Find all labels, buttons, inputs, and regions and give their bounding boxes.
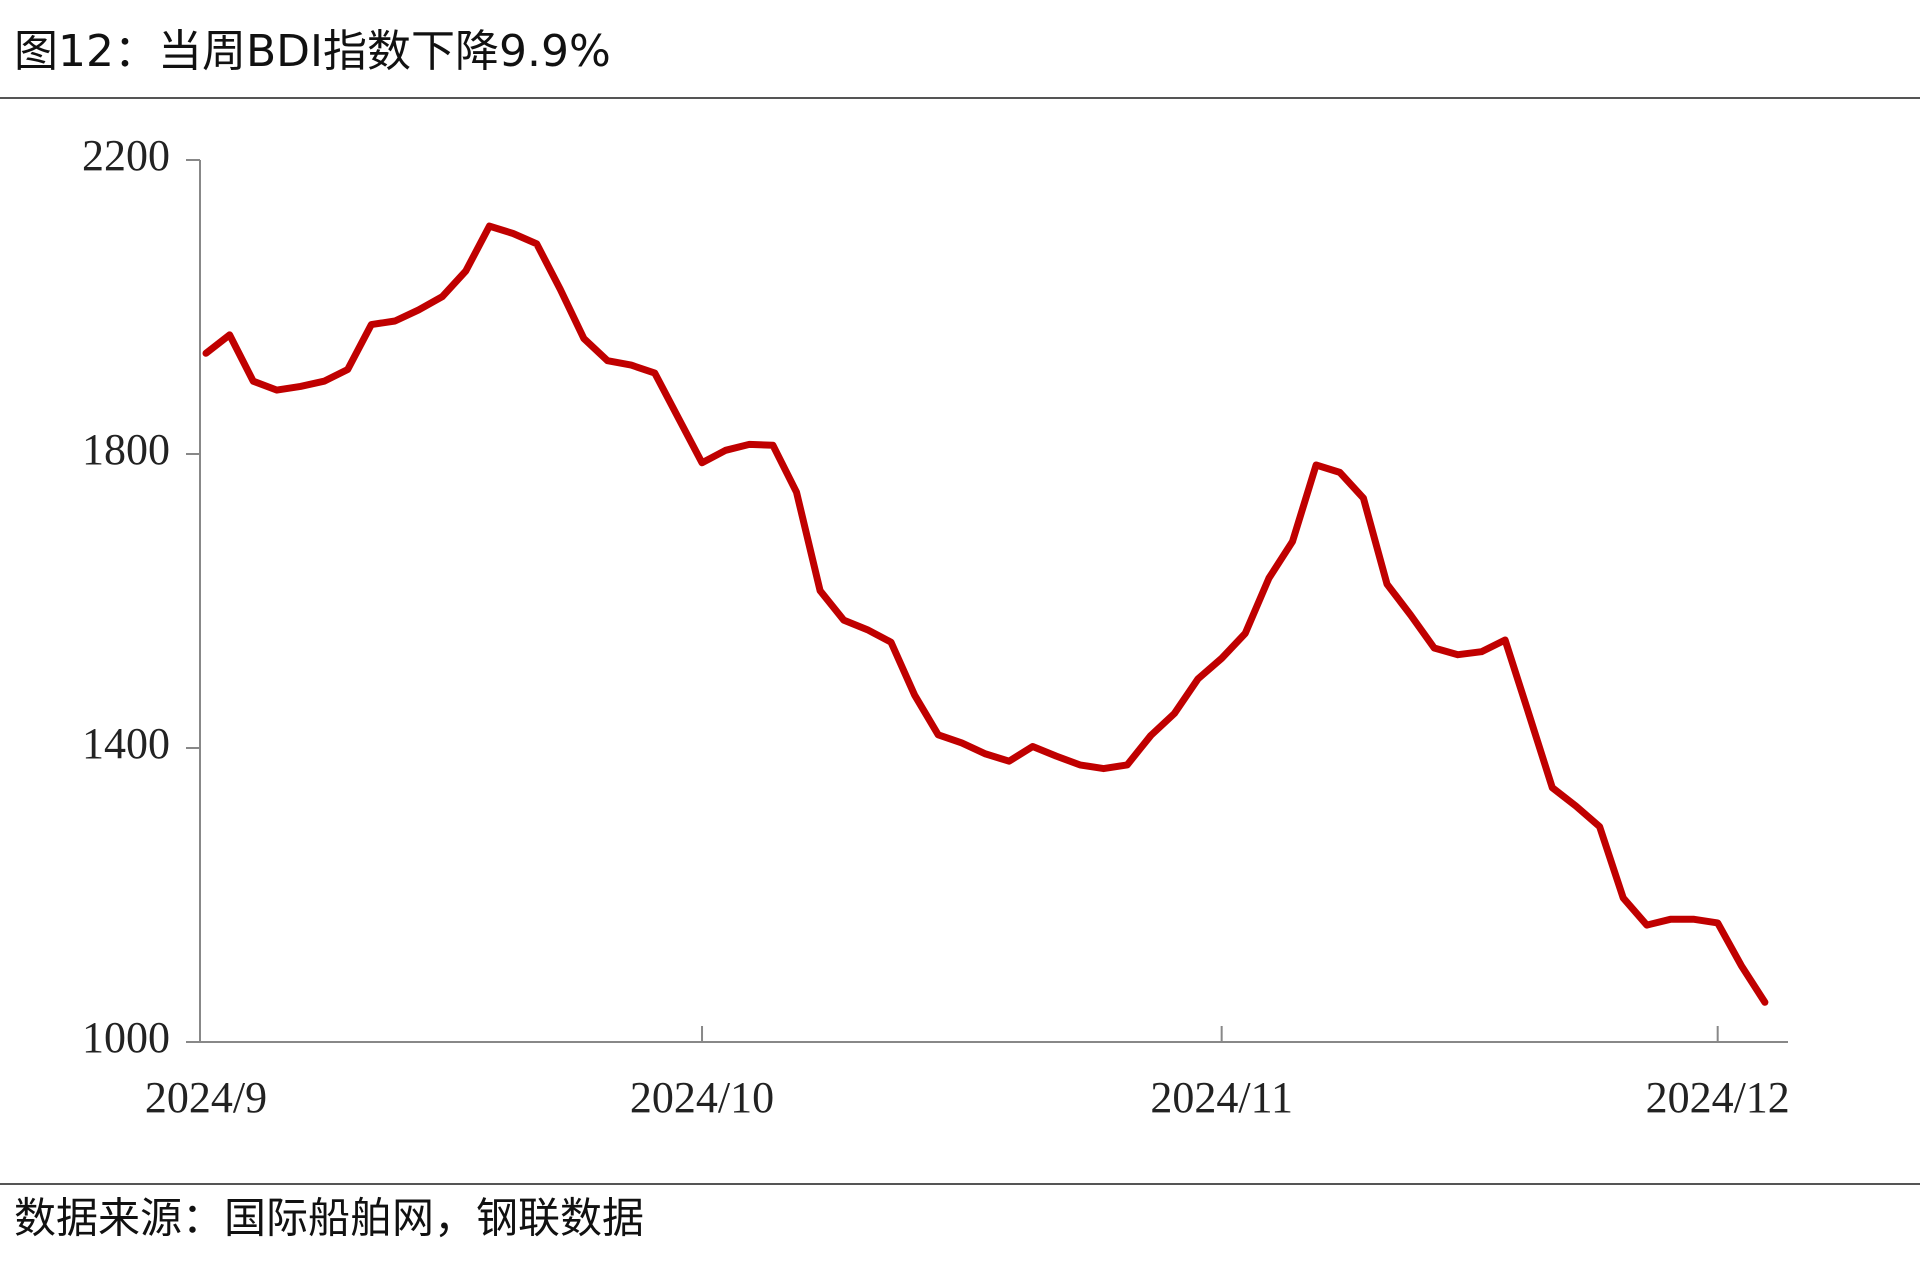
y-tick-label: 1400 (82, 719, 170, 768)
data-line (202, 222, 1769, 1006)
x-tick-label: 2024/12 (1646, 1073, 1790, 1122)
y-tick-label: 2200 (82, 131, 170, 180)
x-tick-label: 2024/9 (145, 1073, 267, 1122)
y-tick-label: 1000 (82, 1013, 170, 1062)
chart-title: 图12：当周BDI指数下降9.9% (14, 26, 611, 77)
x-tick-label: 2024/10 (630, 1073, 774, 1122)
y-tick-label: 1800 (82, 425, 170, 474)
x-tick-label: 2024/11 (1150, 1073, 1293, 1122)
source-note: 数据来源：国际船舶网，钢联数据 (14, 1194, 644, 1243)
